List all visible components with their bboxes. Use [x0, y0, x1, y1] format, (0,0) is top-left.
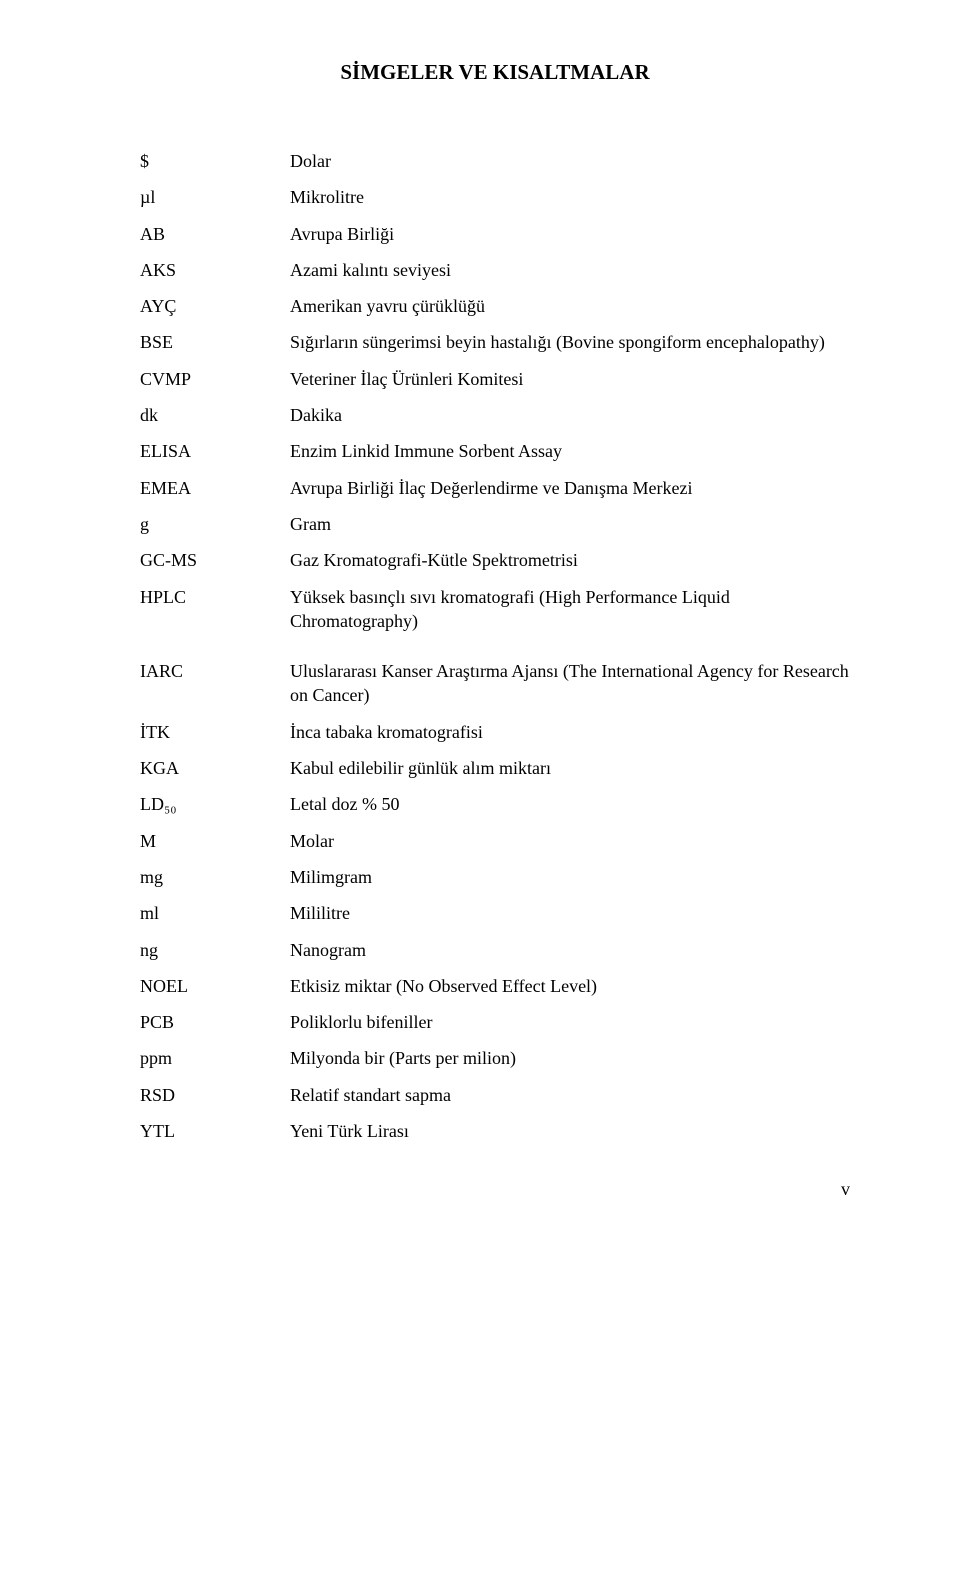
abbreviation-definition: Gaz Kromatografi-Kütle Spektrometrisi — [290, 542, 850, 578]
abbreviation-term: mg — [140, 859, 290, 895]
abbreviation-row: HPLCYüksek basınçlı sıvı kromatografi (H… — [140, 579, 850, 654]
abbreviation-row: BSESığırların süngerimsi beyin hastalığı… — [140, 324, 850, 360]
abbreviation-row: ELISAEnzim Linkid Immune Sorbent Assay — [140, 433, 850, 469]
abbreviation-definition: Avrupa Birliği İlaç Değerlendirme ve Dan… — [290, 470, 850, 506]
abbreviation-row: IARCUluslararası Kanser Araştırma Ajansı… — [140, 653, 850, 714]
abbreviation-definition: Mikrolitre — [290, 179, 850, 215]
abbreviation-term: İTK — [140, 714, 290, 750]
abbreviation-row: KGAKabul edilebilir günlük alım miktarı — [140, 750, 850, 786]
abbreviation-definition: Kabul edilebilir günlük alım miktarı — [290, 750, 850, 786]
abbreviation-definition: Dolar — [290, 143, 850, 179]
abbreviation-definition: Sığırların süngerimsi beyin hastalığı (B… — [290, 324, 850, 360]
abbreviation-definition: Mililitre — [290, 895, 850, 931]
abbreviation-term: ppm — [140, 1040, 290, 1076]
page-title: SİMGELER VE KISALTMALAR — [140, 60, 850, 85]
abbreviation-row: EMEAAvrupa Birliği İlaç Değerlendirme ve… — [140, 470, 850, 506]
abbreviation-definition: Nanogram — [290, 932, 850, 968]
abbreviation-list: $DolarµlMikrolitreABAvrupa BirliğiAKSAza… — [140, 143, 850, 1149]
abbreviation-row: CVMPVeteriner İlaç Ürünleri Komitesi — [140, 361, 850, 397]
abbreviation-row: AKSAzami kalıntı seviyesi — [140, 252, 850, 288]
abbreviation-row: dkDakika — [140, 397, 850, 433]
abbreviation-term: CVMP — [140, 361, 290, 397]
abbreviation-definition: Etkisiz miktar (No Observed Effect Level… — [290, 968, 850, 1004]
abbreviation-term: YTL — [140, 1113, 290, 1149]
abbreviation-row: YTLYeni Türk Lirası — [140, 1113, 850, 1149]
abbreviation-definition: Gram — [290, 506, 850, 542]
abbreviation-term: ng — [140, 932, 290, 968]
abbreviation-row: PCBPoliklorlu bifeniller — [140, 1004, 850, 1040]
abbreviation-row: mgMilimgram — [140, 859, 850, 895]
abbreviation-term: NOEL — [140, 968, 290, 1004]
abbreviation-term: AYÇ — [140, 288, 290, 324]
abbreviation-definition: Letal doz % 50 — [290, 786, 850, 822]
abbreviation-row: İTKİnca tabaka kromatografisi — [140, 714, 850, 750]
abbreviation-term: dk — [140, 397, 290, 433]
abbreviation-term: g — [140, 506, 290, 542]
abbreviation-definition: Poliklorlu bifeniller — [290, 1004, 850, 1040]
abbreviation-definition: Yeni Türk Lirası — [290, 1113, 850, 1149]
abbreviation-term: BSE — [140, 324, 290, 360]
abbreviation-definition: Relatif standart sapma — [290, 1077, 850, 1113]
page-number: v — [140, 1179, 850, 1200]
page: SİMGELER VE KISALTMALAR $DolarµlMikrolit… — [0, 0, 960, 1240]
abbreviation-row: $Dolar — [140, 143, 850, 179]
abbreviation-term: IARC — [140, 653, 290, 714]
abbreviation-definition: Amerikan yavru çürüklüğü — [290, 288, 850, 324]
abbreviation-definition: Azami kalıntı seviyesi — [290, 252, 850, 288]
abbreviation-row: GC-MSGaz Kromatografi-Kütle Spektrometri… — [140, 542, 850, 578]
abbreviation-row: gGram — [140, 506, 850, 542]
abbreviation-row: mlMililitre — [140, 895, 850, 931]
abbreviation-row: NOELEtkisiz miktar (No Observed Effect L… — [140, 968, 850, 1004]
abbreviation-definition: Milyonda bir (Parts per milion) — [290, 1040, 850, 1076]
abbreviation-row: RSDRelatif standart sapma — [140, 1077, 850, 1113]
abbreviation-definition: Milimgram — [290, 859, 850, 895]
abbreviation-term: HPLC — [140, 579, 290, 654]
abbreviation-term: M — [140, 823, 290, 859]
abbreviation-term: RSD — [140, 1077, 290, 1113]
abbreviation-term: EMEA — [140, 470, 290, 506]
abbreviation-definition: Dakika — [290, 397, 850, 433]
abbreviation-term: AKS — [140, 252, 290, 288]
abbreviation-definition: Avrupa Birliği — [290, 216, 850, 252]
abbreviation-term: PCB — [140, 1004, 290, 1040]
abbreviation-row: MMolar — [140, 823, 850, 859]
abbreviation-term: LD₅₀ — [140, 786, 290, 822]
abbreviation-definition: Uluslararası Kanser Araştırma Ajansı (Th… — [290, 653, 850, 714]
abbreviation-definition: Veteriner İlaç Ürünleri Komitesi — [290, 361, 850, 397]
abbreviation-row: LD₅₀Letal doz % 50 — [140, 786, 850, 822]
abbreviation-row: ABAvrupa Birliği — [140, 216, 850, 252]
abbreviation-term: $ — [140, 143, 290, 179]
abbreviation-row: µlMikrolitre — [140, 179, 850, 215]
abbreviation-term: ml — [140, 895, 290, 931]
abbreviation-row: ngNanogram — [140, 932, 850, 968]
abbreviation-row: ppmMilyonda bir (Parts per milion) — [140, 1040, 850, 1076]
abbreviation-definition: Enzim Linkid Immune Sorbent Assay — [290, 433, 850, 469]
abbreviation-definition: İnca tabaka kromatografisi — [290, 714, 850, 750]
abbreviation-term: AB — [140, 216, 290, 252]
abbreviation-term: KGA — [140, 750, 290, 786]
abbreviation-definition: Yüksek basınçlı sıvı kromatografi (High … — [290, 579, 850, 654]
abbreviation-definition: Molar — [290, 823, 850, 859]
abbreviation-term: µl — [140, 179, 290, 215]
abbreviation-row: AYÇAmerikan yavru çürüklüğü — [140, 288, 850, 324]
abbreviation-term: GC-MS — [140, 542, 290, 578]
abbreviation-term: ELISA — [140, 433, 290, 469]
